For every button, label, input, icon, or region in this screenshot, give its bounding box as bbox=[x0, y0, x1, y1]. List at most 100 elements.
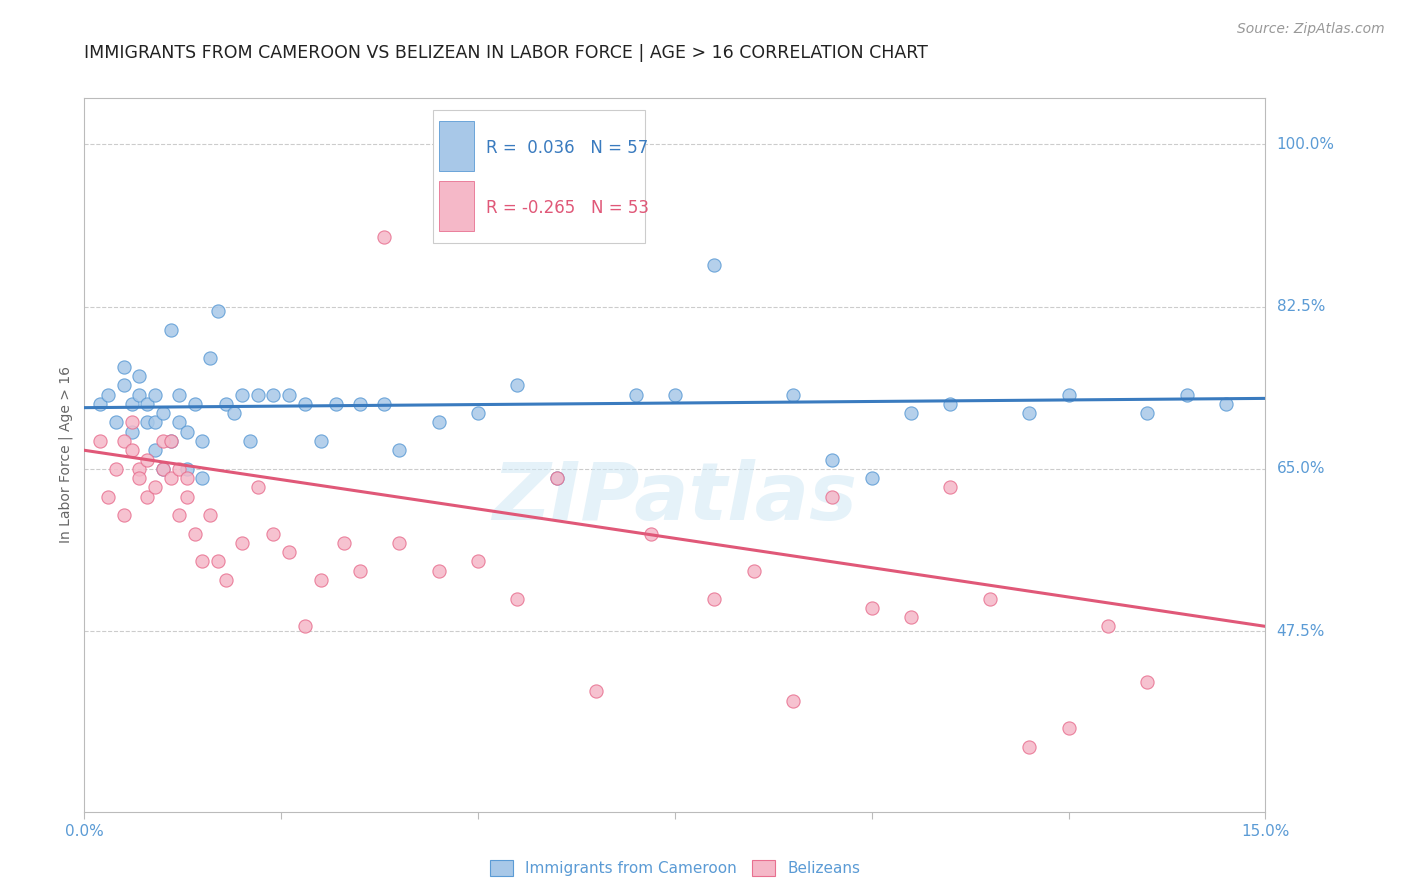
Point bbox=[176, 471, 198, 485]
Point bbox=[900, 610, 922, 624]
Text: 47.5%: 47.5% bbox=[1277, 624, 1324, 639]
Point bbox=[136, 416, 159, 430]
Point bbox=[97, 490, 120, 504]
Point bbox=[160, 471, 183, 485]
Point bbox=[506, 591, 529, 606]
Point bbox=[860, 471, 883, 485]
Point bbox=[191, 554, 214, 568]
Point bbox=[191, 434, 214, 448]
Point bbox=[128, 387, 150, 401]
Point bbox=[1057, 721, 1080, 735]
Point bbox=[325, 397, 347, 411]
Point bbox=[1215, 397, 1237, 411]
Point bbox=[143, 387, 166, 401]
Point bbox=[664, 387, 686, 401]
Point bbox=[427, 416, 450, 430]
Point bbox=[167, 416, 190, 430]
Text: R =  0.036   N = 57: R = 0.036 N = 57 bbox=[486, 138, 648, 156]
Point bbox=[183, 526, 205, 541]
Point bbox=[89, 434, 111, 448]
Text: R = -0.265   N = 53: R = -0.265 N = 53 bbox=[486, 199, 650, 217]
Point bbox=[143, 416, 166, 430]
Text: 100.0%: 100.0% bbox=[1277, 137, 1334, 152]
Point bbox=[782, 693, 804, 707]
Point bbox=[136, 490, 159, 504]
Point bbox=[143, 480, 166, 494]
Point bbox=[246, 480, 269, 494]
Point bbox=[821, 452, 844, 467]
Point bbox=[585, 684, 607, 698]
Point bbox=[939, 480, 962, 494]
Point bbox=[112, 378, 135, 392]
Point bbox=[121, 397, 143, 411]
Point bbox=[104, 416, 127, 430]
Point bbox=[373, 230, 395, 244]
Point bbox=[200, 508, 222, 523]
Point bbox=[1057, 387, 1080, 401]
Point bbox=[152, 462, 174, 476]
Point bbox=[152, 434, 174, 448]
Point bbox=[222, 406, 245, 420]
Point bbox=[546, 471, 568, 485]
Point bbox=[703, 258, 725, 272]
Point bbox=[112, 508, 135, 523]
Point bbox=[176, 490, 198, 504]
Point bbox=[467, 406, 489, 420]
Point bbox=[200, 351, 222, 365]
Point bbox=[215, 397, 238, 411]
Point bbox=[333, 536, 356, 550]
Point bbox=[152, 462, 174, 476]
Point bbox=[167, 387, 190, 401]
Point bbox=[262, 387, 284, 401]
Point bbox=[262, 526, 284, 541]
Point bbox=[160, 434, 183, 448]
Point bbox=[373, 397, 395, 411]
Point bbox=[160, 323, 183, 337]
Point bbox=[176, 462, 198, 476]
Point bbox=[128, 369, 150, 384]
Point bbox=[640, 526, 662, 541]
Point bbox=[1097, 619, 1119, 633]
Point bbox=[121, 425, 143, 439]
FancyBboxPatch shape bbox=[439, 181, 474, 231]
Point bbox=[207, 554, 229, 568]
Point bbox=[294, 397, 316, 411]
FancyBboxPatch shape bbox=[439, 120, 474, 170]
Point bbox=[388, 536, 411, 550]
Point bbox=[1175, 387, 1198, 401]
Point bbox=[89, 397, 111, 411]
Legend: Immigrants from Cameroon, Belizeans: Immigrants from Cameroon, Belizeans bbox=[484, 855, 866, 882]
Point bbox=[176, 425, 198, 439]
Point bbox=[231, 536, 253, 550]
Point bbox=[506, 378, 529, 392]
Point bbox=[309, 434, 332, 448]
Point bbox=[427, 564, 450, 578]
Point bbox=[128, 462, 150, 476]
FancyBboxPatch shape bbox=[433, 111, 645, 243]
Point bbox=[309, 573, 332, 587]
Text: ZIPatlas: ZIPatlas bbox=[492, 458, 858, 537]
Text: 82.5%: 82.5% bbox=[1277, 299, 1324, 314]
Point bbox=[239, 434, 262, 448]
Point bbox=[278, 545, 301, 559]
Point bbox=[160, 434, 183, 448]
Point bbox=[183, 397, 205, 411]
Point bbox=[121, 416, 143, 430]
Point bbox=[900, 406, 922, 420]
Point bbox=[231, 387, 253, 401]
Point bbox=[278, 387, 301, 401]
Point bbox=[143, 443, 166, 458]
Point bbox=[860, 600, 883, 615]
Point bbox=[742, 564, 765, 578]
Point bbox=[703, 591, 725, 606]
Point bbox=[624, 387, 647, 401]
Point bbox=[782, 387, 804, 401]
Point bbox=[821, 490, 844, 504]
Point bbox=[939, 397, 962, 411]
Point bbox=[104, 462, 127, 476]
Point bbox=[246, 387, 269, 401]
Point bbox=[294, 619, 316, 633]
Point bbox=[136, 452, 159, 467]
Point bbox=[1136, 406, 1159, 420]
Text: 65.0%: 65.0% bbox=[1277, 461, 1324, 476]
